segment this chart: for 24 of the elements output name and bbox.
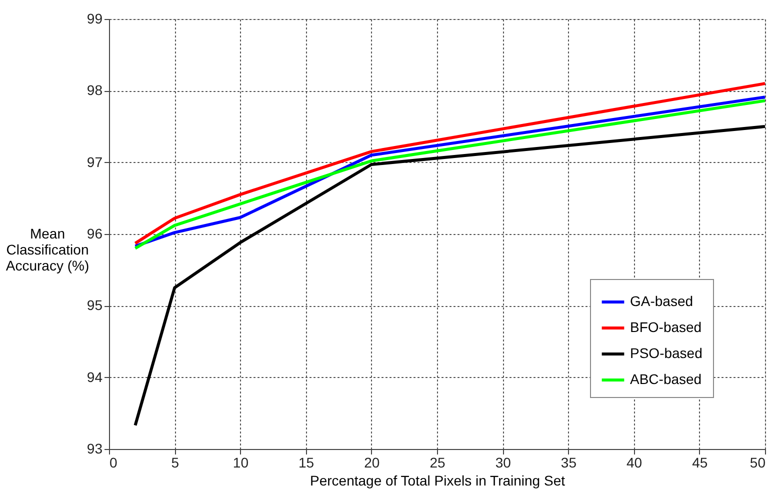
x-tick-label: 15 (298, 454, 314, 470)
x-axis-title: Percentage of Total Pixels in Training Set (310, 472, 566, 488)
y-tick-label: 98 (86, 82, 103, 98)
x-tick-label: 35 (560, 454, 577, 470)
legend-label: PSO-based (630, 345, 702, 361)
y-tick-label: 99 (86, 10, 103, 26)
x-tick-label: 0 (110, 454, 118, 470)
y-tick-label: 93 (86, 440, 103, 456)
x-tick-label: 40 (626, 454, 642, 470)
x-tick-label: 20 (364, 454, 380, 470)
x-tick-label: 5 (171, 454, 180, 470)
x-tick-label: 25 (430, 454, 446, 470)
legend-label: ABC-based (630, 371, 702, 387)
y-tick-label: 96 (86, 226, 103, 242)
y-tick-label: 97 (86, 154, 103, 170)
y-tick-label: 94 (86, 368, 103, 385)
x-tick-label: 10 (232, 454, 249, 470)
legend-label: BFO-based (630, 319, 702, 335)
y-tick-label: 95 (86, 297, 103, 314)
x-tick-label: 50 (750, 454, 766, 470)
x-tick-label: 30 (495, 454, 512, 470)
legend-label: GA-based (630, 293, 694, 309)
x-tick-label: 45 (692, 454, 708, 470)
line-series (134, 125, 766, 427)
